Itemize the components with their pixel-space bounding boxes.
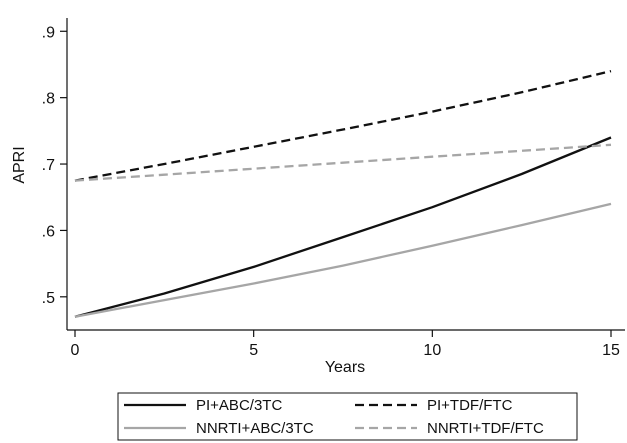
y-tick-label: .6 — [42, 223, 55, 240]
legend-box — [117, 392, 578, 441]
legend-label-0: PI+ABC/3TC — [196, 397, 282, 414]
x-tick-label: 5 — [249, 342, 258, 359]
x-axis-label: Years — [325, 359, 365, 376]
series-line-1 — [74, 69, 612, 182]
x-tick-label: 10 — [423, 342, 441, 359]
legend: PI+ABC/3TC PI+TDF/FTC NNRTI+ABC/3TC NNRTI+T… — [117, 392, 578, 441]
legend-items: PI+ABC/3TC PI+TDF/FTC NNRTI+ABC/3TC NNRTI+T… — [124, 397, 544, 437]
y-axis-ticks: .5 .6 .7 .8 .9 — [42, 24, 67, 307]
series-line-3 — [74, 143, 612, 182]
x-axis-ticks: 0 5 10 15 — [71, 330, 620, 359]
legend-label-2: NNRTI+ABC/3TC — [196, 420, 314, 437]
legend-label-3: NNRTI+TDF/FTC — [427, 420, 544, 437]
series-line-2 — [74, 202, 612, 318]
series-line-0 — [74, 136, 612, 318]
y-axis-label: APRI — [11, 146, 28, 183]
legend-label-1: PI+TDF/FTC — [427, 397, 513, 414]
x-tick-label: 15 — [602, 342, 620, 359]
y-tick-label: .8 — [42, 91, 55, 108]
y-tick-label: .7 — [42, 157, 55, 174]
x-tick-label: 0 — [71, 342, 80, 359]
series-lines — [74, 69, 612, 318]
y-tick-label: .5 — [42, 290, 55, 307]
y-tick-label: .9 — [42, 24, 55, 41]
